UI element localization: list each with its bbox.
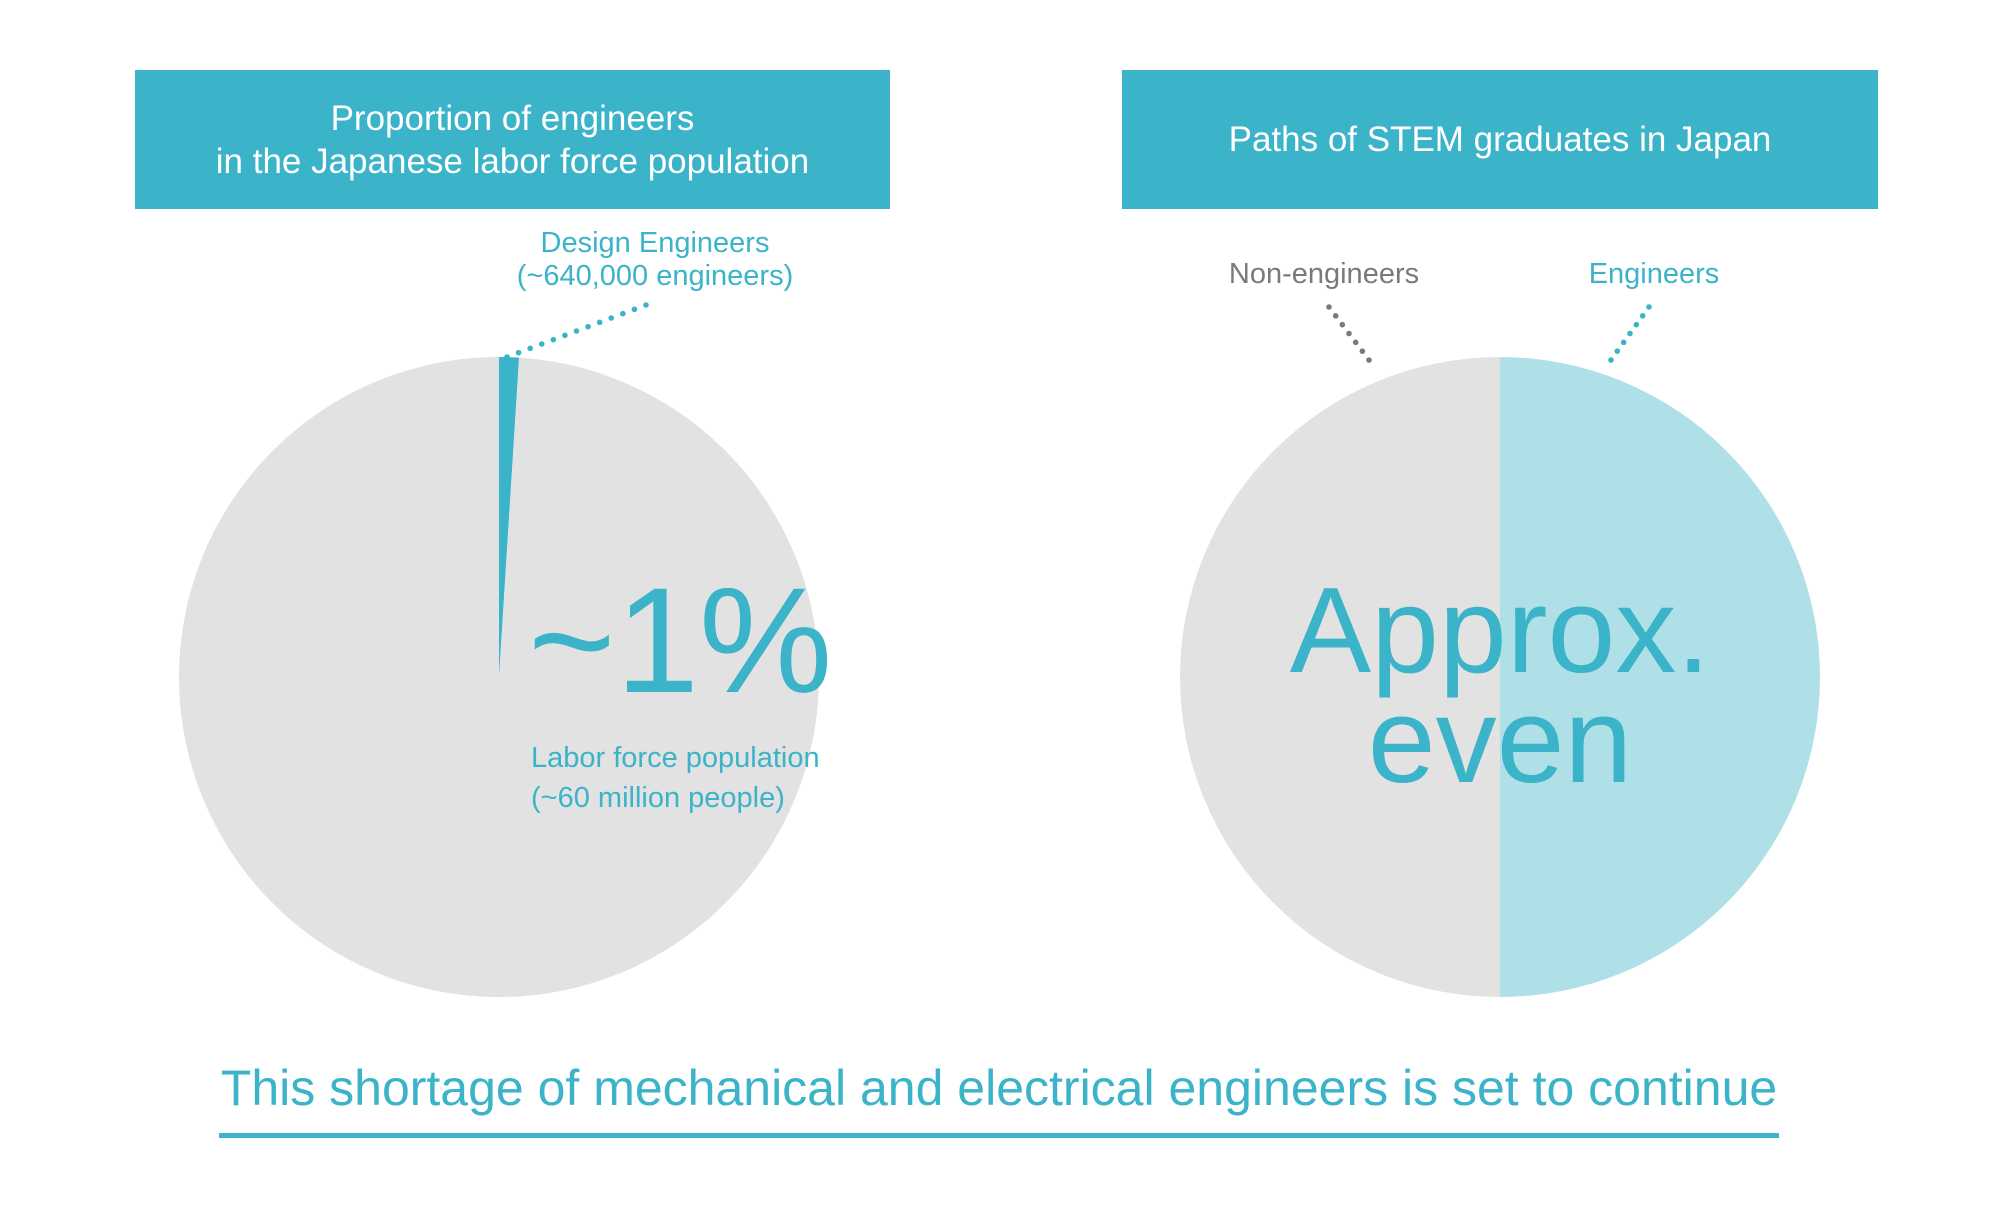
engineers-label: Engineers xyxy=(1588,258,1720,290)
engineers-leader-dot xyxy=(1608,357,1614,363)
non-engineers-leader-dot xyxy=(1326,304,1332,310)
design-engineers-leader-dot xyxy=(631,306,638,313)
design-engineers-count: (~640,000 engineers) xyxy=(516,260,794,292)
design-engineers-leader-dot xyxy=(538,341,545,347)
engineers-leader-dot xyxy=(1614,348,1621,354)
design-engineers-title: Design Engineers xyxy=(540,227,770,259)
design-engineers-leader-dot xyxy=(608,315,615,321)
approx-line: Approx. xyxy=(1289,562,1711,698)
design-engineers-label: Design Engineers (~640,000 engineers) xyxy=(500,227,810,293)
design-engineers-leader-dot xyxy=(550,336,557,343)
labor-force-title: Labor force population xyxy=(531,742,820,774)
engineers-leader-dot xyxy=(1633,321,1640,328)
design-engineers-leader-dot xyxy=(527,345,533,352)
design-engineers-leader-dot xyxy=(573,328,580,334)
footer-statement: This shortage of mechanical and electric… xyxy=(220,1060,1778,1116)
even-line: even xyxy=(1367,672,1633,808)
approx-even-annotation: Approx. even xyxy=(1200,562,1800,808)
left-title-line-1: Proportion of engineers xyxy=(330,98,695,138)
design-engineers-leader-dot xyxy=(515,349,522,356)
non-engineers-leader-dot xyxy=(1339,321,1346,328)
non-engineers-leader-dot xyxy=(1332,313,1339,319)
design-engineers-leader-dot xyxy=(504,354,510,360)
design-engineers-leader-dot xyxy=(596,319,603,326)
design-engineers-leader-dot xyxy=(620,310,626,317)
design-engineers-leader-dot xyxy=(562,332,568,339)
engineers-leader-dot xyxy=(1620,339,1627,346)
engineers-slice xyxy=(1500,357,1820,997)
non-engineers-label: Non-engineers xyxy=(1228,258,1420,290)
labor-force-count: (~60 million people) xyxy=(531,782,785,814)
non-engineers-leader-dot xyxy=(1346,330,1352,337)
design-engineers-leader-dot xyxy=(585,323,591,330)
one-percent-annotation: ~1% xyxy=(528,556,833,724)
footer-underline xyxy=(219,1133,1779,1138)
labor-force-slice xyxy=(178,357,819,997)
design-engineers-slice xyxy=(499,357,520,677)
non-engineers-leader-dot xyxy=(1359,348,1366,354)
non-engineers-leader-dot xyxy=(1366,357,1372,363)
engineers-leader-dot xyxy=(1639,313,1646,319)
design-engineers-leader-dot xyxy=(643,302,649,308)
left-title-line-2: in the Japanese labor force population xyxy=(215,141,810,181)
non-engineers-leader-dot xyxy=(1352,339,1359,346)
right-chart-title: Paths of STEM graduates in Japan xyxy=(1122,70,1878,209)
engineers-leader-dot xyxy=(1646,304,1652,310)
labor-force-label: Labor force population (~60 million peop… xyxy=(531,738,820,818)
left-chart-title: Proportion of engineers in the Japanese … xyxy=(135,70,890,209)
non-engineers-slice xyxy=(1180,357,1500,997)
engineers-leader-dot xyxy=(1627,330,1633,337)
right-title-text: Paths of STEM graduates in Japan xyxy=(1228,120,1772,159)
